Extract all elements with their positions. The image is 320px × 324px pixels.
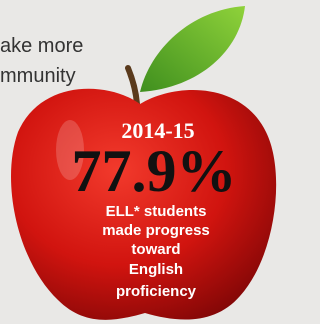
intro-line: ake more — [0, 35, 83, 57]
apple-leaf — [140, 6, 245, 92]
infographic: ake more mmunity 2014-15 77.9% ELL* stud… — [0, 0, 285, 324]
caption-line: proficiency — [116, 283, 197, 300]
caption-line: English — [129, 261, 183, 278]
caption-line: ELL* students — [106, 203, 207, 220]
caption-line: toward — [131, 241, 180, 258]
intro-line: mmunity — [0, 65, 76, 87]
page: ake more mmunity 2014-15 77.9% ELL* stud… — [0, 0, 285, 324]
caption-line: made progress — [102, 222, 210, 239]
stat: 77.9% — [72, 138, 237, 204]
